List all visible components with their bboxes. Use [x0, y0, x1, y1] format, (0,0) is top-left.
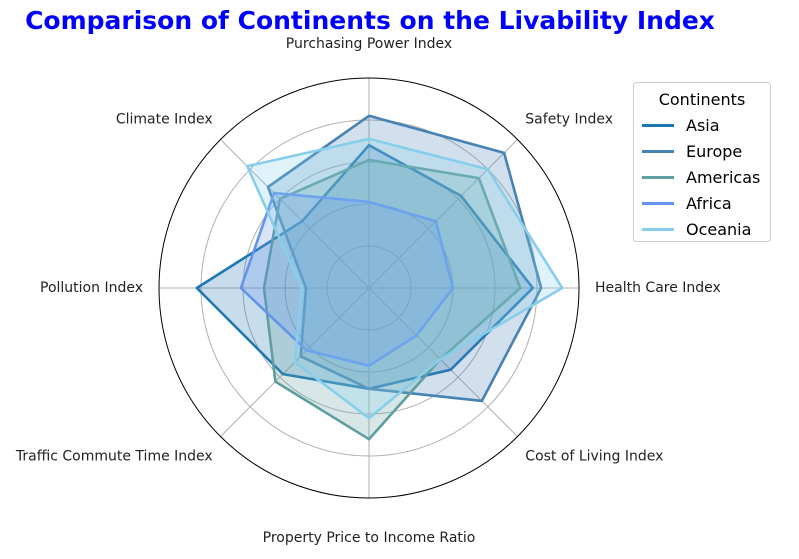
legend-swatch — [642, 149, 674, 153]
legend-swatch — [642, 175, 674, 179]
legend-title: Continents — [658, 90, 746, 109]
legend-entries: Asia Europe Americas Africa Oceania — [634, 112, 770, 242]
legend-entry-europe: Europe — [634, 138, 770, 164]
axis-label: Cost of Living Index — [525, 448, 663, 464]
legend-label: Americas — [686, 167, 761, 187]
series-africa-polygon — [239, 191, 455, 368]
grid-spoke — [368, 139, 518, 289]
radar-outer-ring — [158, 77, 580, 499]
legend-swatch — [642, 123, 674, 127]
legend: Continents Asia Europe Americas Africa Ocean… — [633, 82, 771, 242]
legend-entry-africa: Africa — [634, 190, 770, 216]
legend-label: Asia — [686, 115, 720, 135]
axis-label: Climate Index — [116, 112, 213, 128]
axis-label: Safety Index — [525, 112, 613, 128]
legend-label: Oceania — [686, 219, 752, 239]
legend-entry-americas: Americas — [634, 164, 770, 190]
legend-label: Europe — [686, 141, 743, 161]
grid-spoke — [220, 139, 370, 289]
grid-spoke — [368, 287, 518, 437]
legend-entry-oceania: Oceania — [634, 216, 770, 242]
legend-swatch — [642, 227, 674, 231]
axis-label: Pollution Index — [40, 280, 143, 296]
axis-label: Health Care Index — [595, 280, 721, 296]
legend-entry-asia: Asia — [634, 112, 770, 138]
legend-label: Africa — [686, 193, 732, 213]
axis-label: Property Price to Income Ratio — [263, 530, 476, 546]
axis-label: Traffic Commute Time Index — [15, 448, 213, 464]
axis-label: Purchasing Power Index — [286, 36, 452, 52]
legend-swatch — [642, 201, 674, 205]
series-oceania-polygon — [245, 137, 564, 420]
chart-title: Comparison of Continents on the Livabili… — [25, 6, 715, 35]
